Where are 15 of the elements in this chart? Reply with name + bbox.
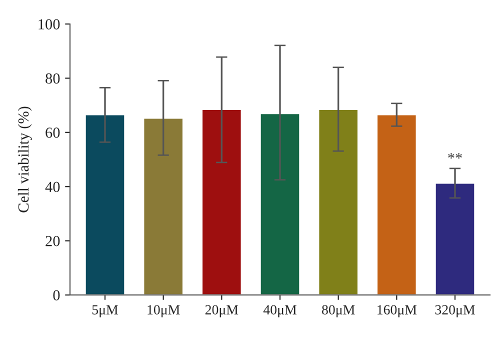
x-tick-label: 20μM [205, 305, 238, 318]
y-tick-label: 20 [46, 236, 60, 246]
y-axis-title: Cell viability (%) [18, 106, 32, 212]
y-tick-label: 0 [53, 290, 60, 300]
y-tick-label: 40 [45, 182, 60, 192]
x-tick-label: 40μM [263, 305, 296, 318]
y-tick-label: 80 [46, 73, 60, 84]
x-tick-label: 80μM [322, 305, 355, 318]
x-tick-label: 320μM [435, 305, 475, 318]
y-tick-label: 100 [38, 19, 60, 30]
x-tick-label: 160μM [378, 305, 417, 318]
y-tick-label: 60 [46, 128, 60, 138]
x-tick-label: 5μM [92, 305, 118, 318]
annotation: ** [448, 153, 462, 159]
x-tick-label: 10μM [148, 305, 180, 318]
